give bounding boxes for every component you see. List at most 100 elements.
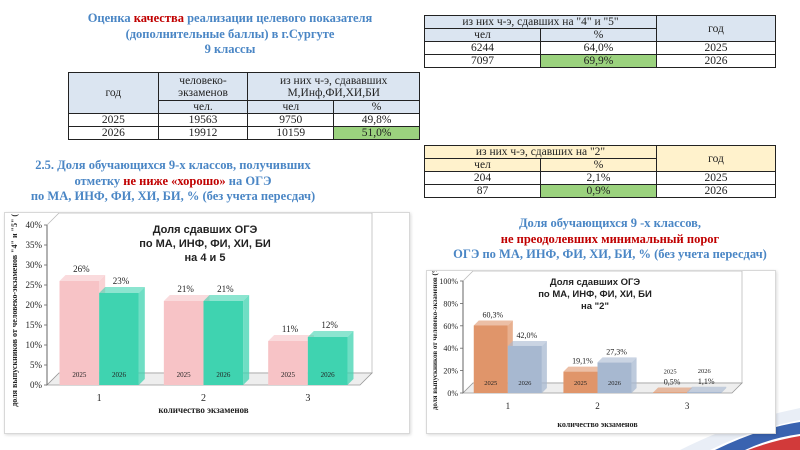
highlight-cell: 0,9% — [540, 184, 657, 198]
bar-top — [59, 275, 106, 281]
series-label: 2025 — [72, 371, 87, 379]
chart-title: по МА, ИНФ, ФИ, ХИ, БИ — [538, 289, 652, 300]
chart-title: Доля сдавших ОГЭ — [550, 277, 641, 288]
section-heading: 2.5. Доля обучающихся 9-х классов, получ… — [30, 158, 316, 204]
table-cell: 10159 — [247, 126, 335, 140]
series-label: 2026 — [608, 380, 622, 387]
bar-top — [268, 335, 314, 341]
bar-side — [541, 340, 547, 393]
data-label: 60,3% — [482, 310, 503, 319]
bar-top — [687, 386, 727, 392]
table-cell: 2025 — [68, 113, 159, 127]
data-label: 27,3% — [606, 347, 627, 356]
bar-2025-1 — [59, 281, 100, 385]
highlight-cell: 51,0% — [333, 126, 420, 140]
y-tick-label: 10% — [26, 340, 43, 350]
table-cell: 2025 — [656, 171, 776, 185]
y-tick-label: 100% — [439, 277, 458, 286]
x-tick-label: 2 — [201, 393, 206, 404]
y-tick-label: 20% — [26, 300, 43, 310]
bar-top — [563, 366, 603, 372]
series-label: 2025 — [664, 368, 677, 375]
bar-top — [163, 295, 210, 301]
bar-top — [99, 287, 145, 293]
y-tick-label: 0% — [447, 389, 458, 398]
bar-top — [653, 387, 693, 393]
series-label: 2026 — [321, 371, 336, 379]
table-cell: 87 — [424, 184, 541, 198]
data-label: 21% — [177, 284, 194, 294]
bar-2025-3 — [268, 341, 308, 385]
series-label: 2025 — [281, 371, 296, 379]
series-label: 2025 — [484, 380, 497, 387]
x-axis-label: количество экзаменов — [557, 420, 638, 429]
table-cell: 204 — [424, 171, 541, 185]
bar-side — [243, 295, 250, 385]
fail-grades-chart: 0% 20% 40% 60% 80% 100% 60,3% 2025 42,0% 2026 1 19,… — [426, 270, 776, 434]
y-tick-label: 60% — [443, 322, 458, 331]
y-axis-label: доля выпускников от человеко-экзаменов (… — [431, 271, 439, 410]
highlight-cell: 69,9% — [540, 54, 657, 68]
y-tick-label: 15% — [26, 320, 43, 330]
bar-2025-2 — [563, 371, 598, 393]
bar-side — [347, 331, 354, 385]
series-label: 2025 — [177, 371, 192, 379]
series-label: 2026 — [216, 371, 231, 379]
x-tick-label: 1 — [97, 393, 102, 404]
bar-2026-1 — [507, 345, 542, 393]
x-tick-label: 1 — [506, 401, 511, 411]
bar-2026-3 — [307, 337, 348, 385]
bar-side — [138, 287, 145, 385]
data-label: 11% — [282, 324, 299, 334]
bar-2026-1 — [99, 293, 139, 385]
table-cell: 19563 — [157, 113, 249, 127]
fail-heading: Доля обучающихся 9 -х классов, не преодо… — [453, 216, 767, 262]
data-label: 19,1% — [572, 357, 593, 366]
bar-2025-2 — [163, 301, 204, 385]
exams-table: год человеко-экзаменов из них ч-э, сдава… — [68, 72, 420, 140]
x-tick-label: 2 — [595, 401, 600, 411]
y-tick-label: 80% — [443, 299, 458, 308]
data-label: 26% — [73, 264, 90, 274]
data-label: 21% — [217, 284, 234, 294]
series-label: 2025 — [574, 380, 587, 387]
bar-top — [507, 340, 547, 346]
bar-top — [307, 331, 354, 337]
table-cell: 2026 — [656, 184, 776, 198]
table-cell: 19912 — [157, 126, 249, 140]
table-cell: 64,0% — [540, 41, 657, 55]
x-axis-label: количество экзаменов — [158, 405, 248, 415]
series-label: 2026 — [698, 368, 712, 375]
bar-2026-2 — [597, 362, 632, 393]
table-cell: 7097 — [424, 54, 541, 68]
bar-side — [721, 386, 727, 393]
bar-top — [203, 295, 250, 301]
quality-heading: Оценка качества реализации целевого пока… — [87, 11, 373, 57]
y-tick-label: 20% — [443, 367, 458, 376]
y-tick-label: 35% — [26, 240, 43, 250]
y-tick-label: 0% — [30, 380, 43, 390]
fail-grades-table: из них ч-э, сдавших на "2" год чел % 204… — [424, 145, 776, 198]
chart-title: на 4 и 5 — [185, 252, 226, 264]
good-grades-chart: 0% 5% 10% 15% 20% 25% 30% 35% 40% 26% 2025 23% 2026 1… — [4, 212, 410, 434]
bar-side — [631, 357, 637, 393]
x-tick-label: 3 — [305, 393, 310, 404]
data-label: 42,0% — [517, 331, 538, 340]
y-axis-label: доля выпускников от человеко-экзаменов "… — [10, 213, 19, 407]
y-tick-label: 40% — [26, 220, 43, 230]
data-label: 12% — [321, 320, 338, 330]
series-label: 2026 — [112, 371, 127, 379]
bar-2026-3 — [687, 391, 722, 393]
bar-top — [597, 357, 637, 363]
chart-title: на "2" — [581, 301, 609, 312]
table-cell: 2026 — [656, 54, 776, 68]
data-label: 0,5% — [664, 377, 681, 386]
table-cell: 9750 — [247, 113, 335, 127]
table-cell: 6244 — [424, 41, 541, 55]
table-cell: 49,8% — [333, 113, 420, 127]
y-tick-label: 5% — [30, 360, 43, 370]
table-cell: 2,1% — [540, 171, 657, 185]
y-tick-label: 25% — [26, 280, 43, 290]
chart-title: Доля сдавших ОГЭ — [153, 224, 258, 236]
bar-2025-1 — [473, 325, 508, 393]
